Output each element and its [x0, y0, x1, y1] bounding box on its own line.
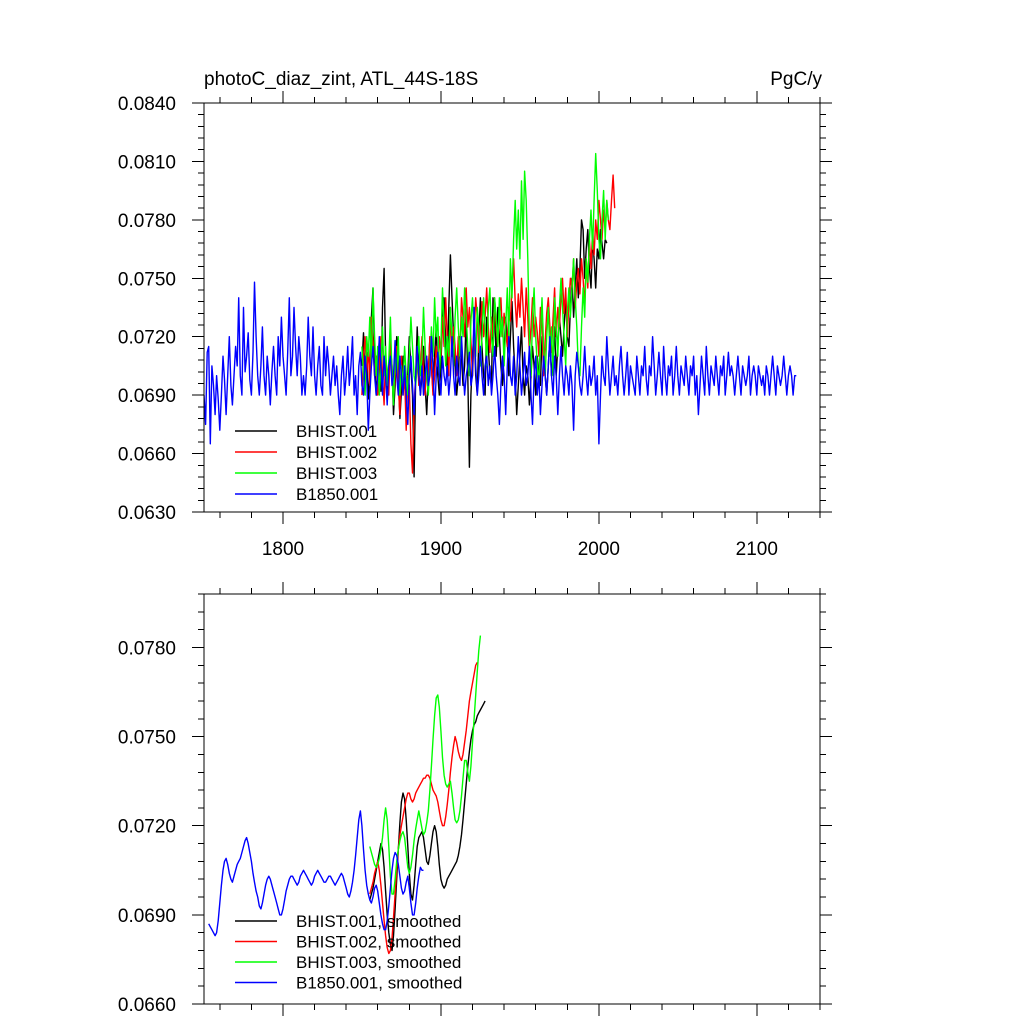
legend-label: B1850.001, smoothed: [296, 974, 462, 993]
legend-label: BHIST.002: [296, 443, 377, 462]
series-line-bhist-002-smoothed: [369, 661, 478, 955]
legend-label: BHIST.001, smoothed: [296, 912, 461, 931]
y-tick-label: 0.0750: [118, 728, 176, 749]
legend-label: BHIST.003, smoothed: [296, 953, 461, 972]
y-tick-label: 0.0690: [118, 386, 176, 407]
y-tick-label: 0.0720: [118, 328, 176, 349]
plot-frame: [203, 102, 821, 513]
chart-panel-1: 0.0630 0.0660 0.0690 0.0720 0.0750 0.0780 0.08…: [118, 69, 832, 560]
y-tick-label: 0.0810: [118, 152, 176, 173]
y-tick-label: 0.0780: [118, 638, 176, 659]
x-tick-label: 2100: [736, 539, 778, 560]
series-line-bhist-001-smoothed: [369, 700, 486, 952]
y-tick-label: 0.0720: [118, 817, 176, 838]
y-tick-label: 0.0660: [118, 445, 176, 466]
legend-label: BHIST.002, smoothed: [296, 933, 461, 952]
series-group: [204, 152, 797, 478]
series-group: [208, 635, 486, 955]
legend-label: BHIST.001: [296, 422, 377, 441]
y-tick-label: 0.0660: [118, 995, 176, 1016]
x-tick-label: 1900: [420, 539, 462, 560]
y-tick-label: 0.0750: [118, 269, 176, 290]
chart-panel-2: 0.0660 0.0690 0.0720 0.0750 0.0780 BHIST.001,…: [118, 582, 832, 1016]
legend: BHIST.001, smoothed BHIST.002, smoothedBH…: [235, 912, 462, 993]
chart-units: PgC/y: [770, 69, 822, 90]
series-line-b1850-001-smoothed: [208, 810, 424, 937]
plot-frame: [203, 593, 821, 1005]
y-tick-label: 0.0690: [118, 906, 176, 927]
x-tick-label: 2000: [578, 539, 620, 560]
chart-title: photoC_diaz_zint, ATL_44S-18S: [204, 69, 478, 90]
legend-label: BHIST.003: [296, 464, 377, 483]
x-tick-label: 1800: [262, 539, 304, 560]
y-tick-label: 0.0780: [118, 211, 176, 232]
series-line-bhist-003-smoothed: [369, 635, 482, 895]
series-line-b1850-001: [204, 281, 797, 445]
legend-label: B1850.001: [296, 485, 378, 504]
y-tick-label: 0.0630: [118, 503, 176, 524]
y-tick-label: 0.0840: [118, 94, 176, 115]
legend: BHIST.001 BHIST.002 BHIST.003 B1850.001: [235, 422, 378, 504]
